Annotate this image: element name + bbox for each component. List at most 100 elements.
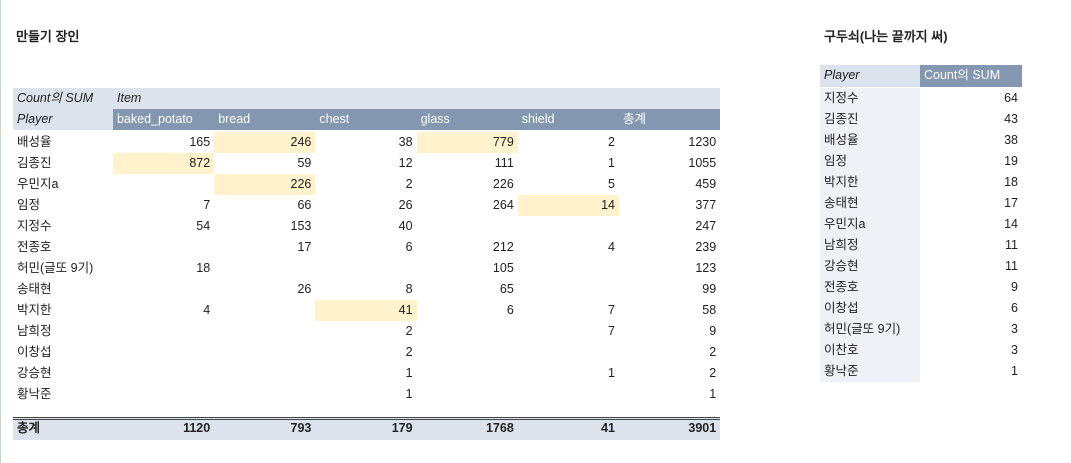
player-name: 우민지a [17, 177, 59, 191]
value-cell: 779 [416, 132, 518, 153]
value-cell: 2 [608, 135, 615, 149]
value-cell: 1 [709, 387, 717, 401]
value-cell: 4 [608, 240, 615, 254]
value-cell: 226 [492, 177, 514, 191]
value-cell: 1 [608, 366, 615, 380]
value-cell: 247 [695, 219, 717, 233]
player-name: 남희정 [17, 324, 52, 338]
value-cell: 66 [297, 198, 312, 212]
player-name: 박지한 [17, 303, 52, 317]
player-name: 임정 [820, 151, 920, 172]
value-cell: 9 [1011, 280, 1018, 294]
value-cell: 6 [405, 240, 413, 254]
total-bg [13, 417, 721, 440]
value-cell: 40 [398, 219, 413, 233]
value-cell: 872 [113, 153, 215, 174]
value-cell: 1 [1011, 364, 1018, 378]
value-cell: 38 [398, 135, 413, 149]
value-cell: 26 [297, 282, 312, 296]
value-cell: 5 [608, 177, 615, 191]
value-cell: 12 [398, 156, 413, 170]
value-cell: 18 [196, 261, 211, 275]
value-cell: 14 [517, 195, 619, 216]
total-cell: 179 [391, 421, 413, 435]
column-header: 총계 [619, 109, 721, 130]
player-name: 이창섭 [17, 345, 52, 359]
value-cell: 7 [203, 198, 211, 212]
value-cell: 3 [1011, 343, 1018, 357]
player-name: 허민(글또 9기) [17, 261, 94, 275]
player-name: 김종진 [820, 109, 920, 130]
value-cell: 2 [405, 324, 413, 338]
player-name: 허민(글또 9기) [820, 319, 920, 340]
player-name: 강승현 [820, 256, 920, 277]
value-cell: 2 [405, 177, 413, 191]
value-cell: 17 [297, 240, 312, 254]
player-name: 배성율 [820, 130, 920, 151]
player-name: 전종호 [17, 240, 52, 254]
value-cell: 43 [1004, 112, 1018, 126]
column-header: glass [416, 109, 518, 130]
value-cell: 1 [405, 366, 413, 380]
player-name: 지정수 [17, 219, 52, 233]
value-cell: 2 [709, 366, 717, 380]
value-cell: 41 [315, 300, 417, 321]
value-cell: 105 [492, 261, 514, 275]
value-cell: 59 [297, 156, 312, 170]
player-name: 김종진 [17, 156, 52, 170]
player-name: 배성율 [17, 135, 52, 149]
value-cell: 1055 [688, 156, 717, 170]
column-header: shield [517, 109, 619, 130]
total-label: 총계 [17, 421, 41, 435]
value-cell: 11 [1005, 259, 1018, 273]
player-name: 송태현 [820, 193, 920, 214]
player-name: 이찬호 [820, 340, 920, 361]
value-cell: 165 [189, 135, 211, 149]
value-cell: 17 [1004, 196, 1018, 210]
player-name: 송태현 [17, 282, 52, 296]
column-field: Item [117, 91, 142, 105]
player-name: 황낙준 [820, 361, 920, 382]
value-cell: 212 [492, 240, 514, 254]
value-cell: 2 [405, 345, 413, 359]
value-cell: 38 [1004, 133, 1018, 147]
sheet-edge [0, 0, 1, 463]
value-cell: 2 [709, 345, 717, 359]
total-cell: 793 [290, 421, 312, 435]
value-cell: 1 [405, 387, 413, 401]
value-cell: 3 [1011, 322, 1018, 336]
value-cell: 11 [1005, 238, 1018, 252]
total-cell: 3901 [688, 421, 717, 435]
value-cell: 123 [695, 261, 717, 275]
player-name: 박지한 [820, 172, 920, 193]
right-header: Count의 SUM [920, 65, 1022, 87]
right-title: 구두쇠(나는 끝까지 써) [824, 29, 948, 44]
value-cell: 4 [203, 303, 211, 317]
total-cell: 1120 [183, 421, 211, 435]
value-cell: 58 [702, 303, 717, 317]
value-cell: 153 [290, 219, 312, 233]
player-name: 지정수 [820, 88, 920, 109]
player-name: 전종호 [820, 277, 920, 298]
player-name: 남희정 [820, 235, 920, 256]
value-cell: 8 [405, 282, 413, 296]
value-cell: 111 [494, 156, 514, 170]
column-header: bread [214, 109, 316, 130]
value-cell: 6 [506, 303, 514, 317]
row-field: Player [13, 109, 113, 130]
value-cell: 239 [695, 240, 717, 254]
value-cell: 54 [196, 219, 211, 233]
column-header: chest [315, 109, 417, 130]
total-cell: 1768 [485, 421, 514, 435]
left-title: 만들기 장인 [16, 29, 80, 44]
value-cell: 264 [492, 198, 514, 212]
value-cell: 7 [608, 303, 615, 317]
player-name: 우민지a [820, 214, 920, 235]
column-header: baked_potato [113, 109, 215, 130]
value-cell: 1 [608, 156, 615, 170]
total-cell: 41 [601, 421, 615, 435]
pivot-corner: Count의 SUM [17, 91, 94, 105]
value-cell: 26 [398, 198, 413, 212]
player-name: 이창섭 [820, 298, 920, 319]
